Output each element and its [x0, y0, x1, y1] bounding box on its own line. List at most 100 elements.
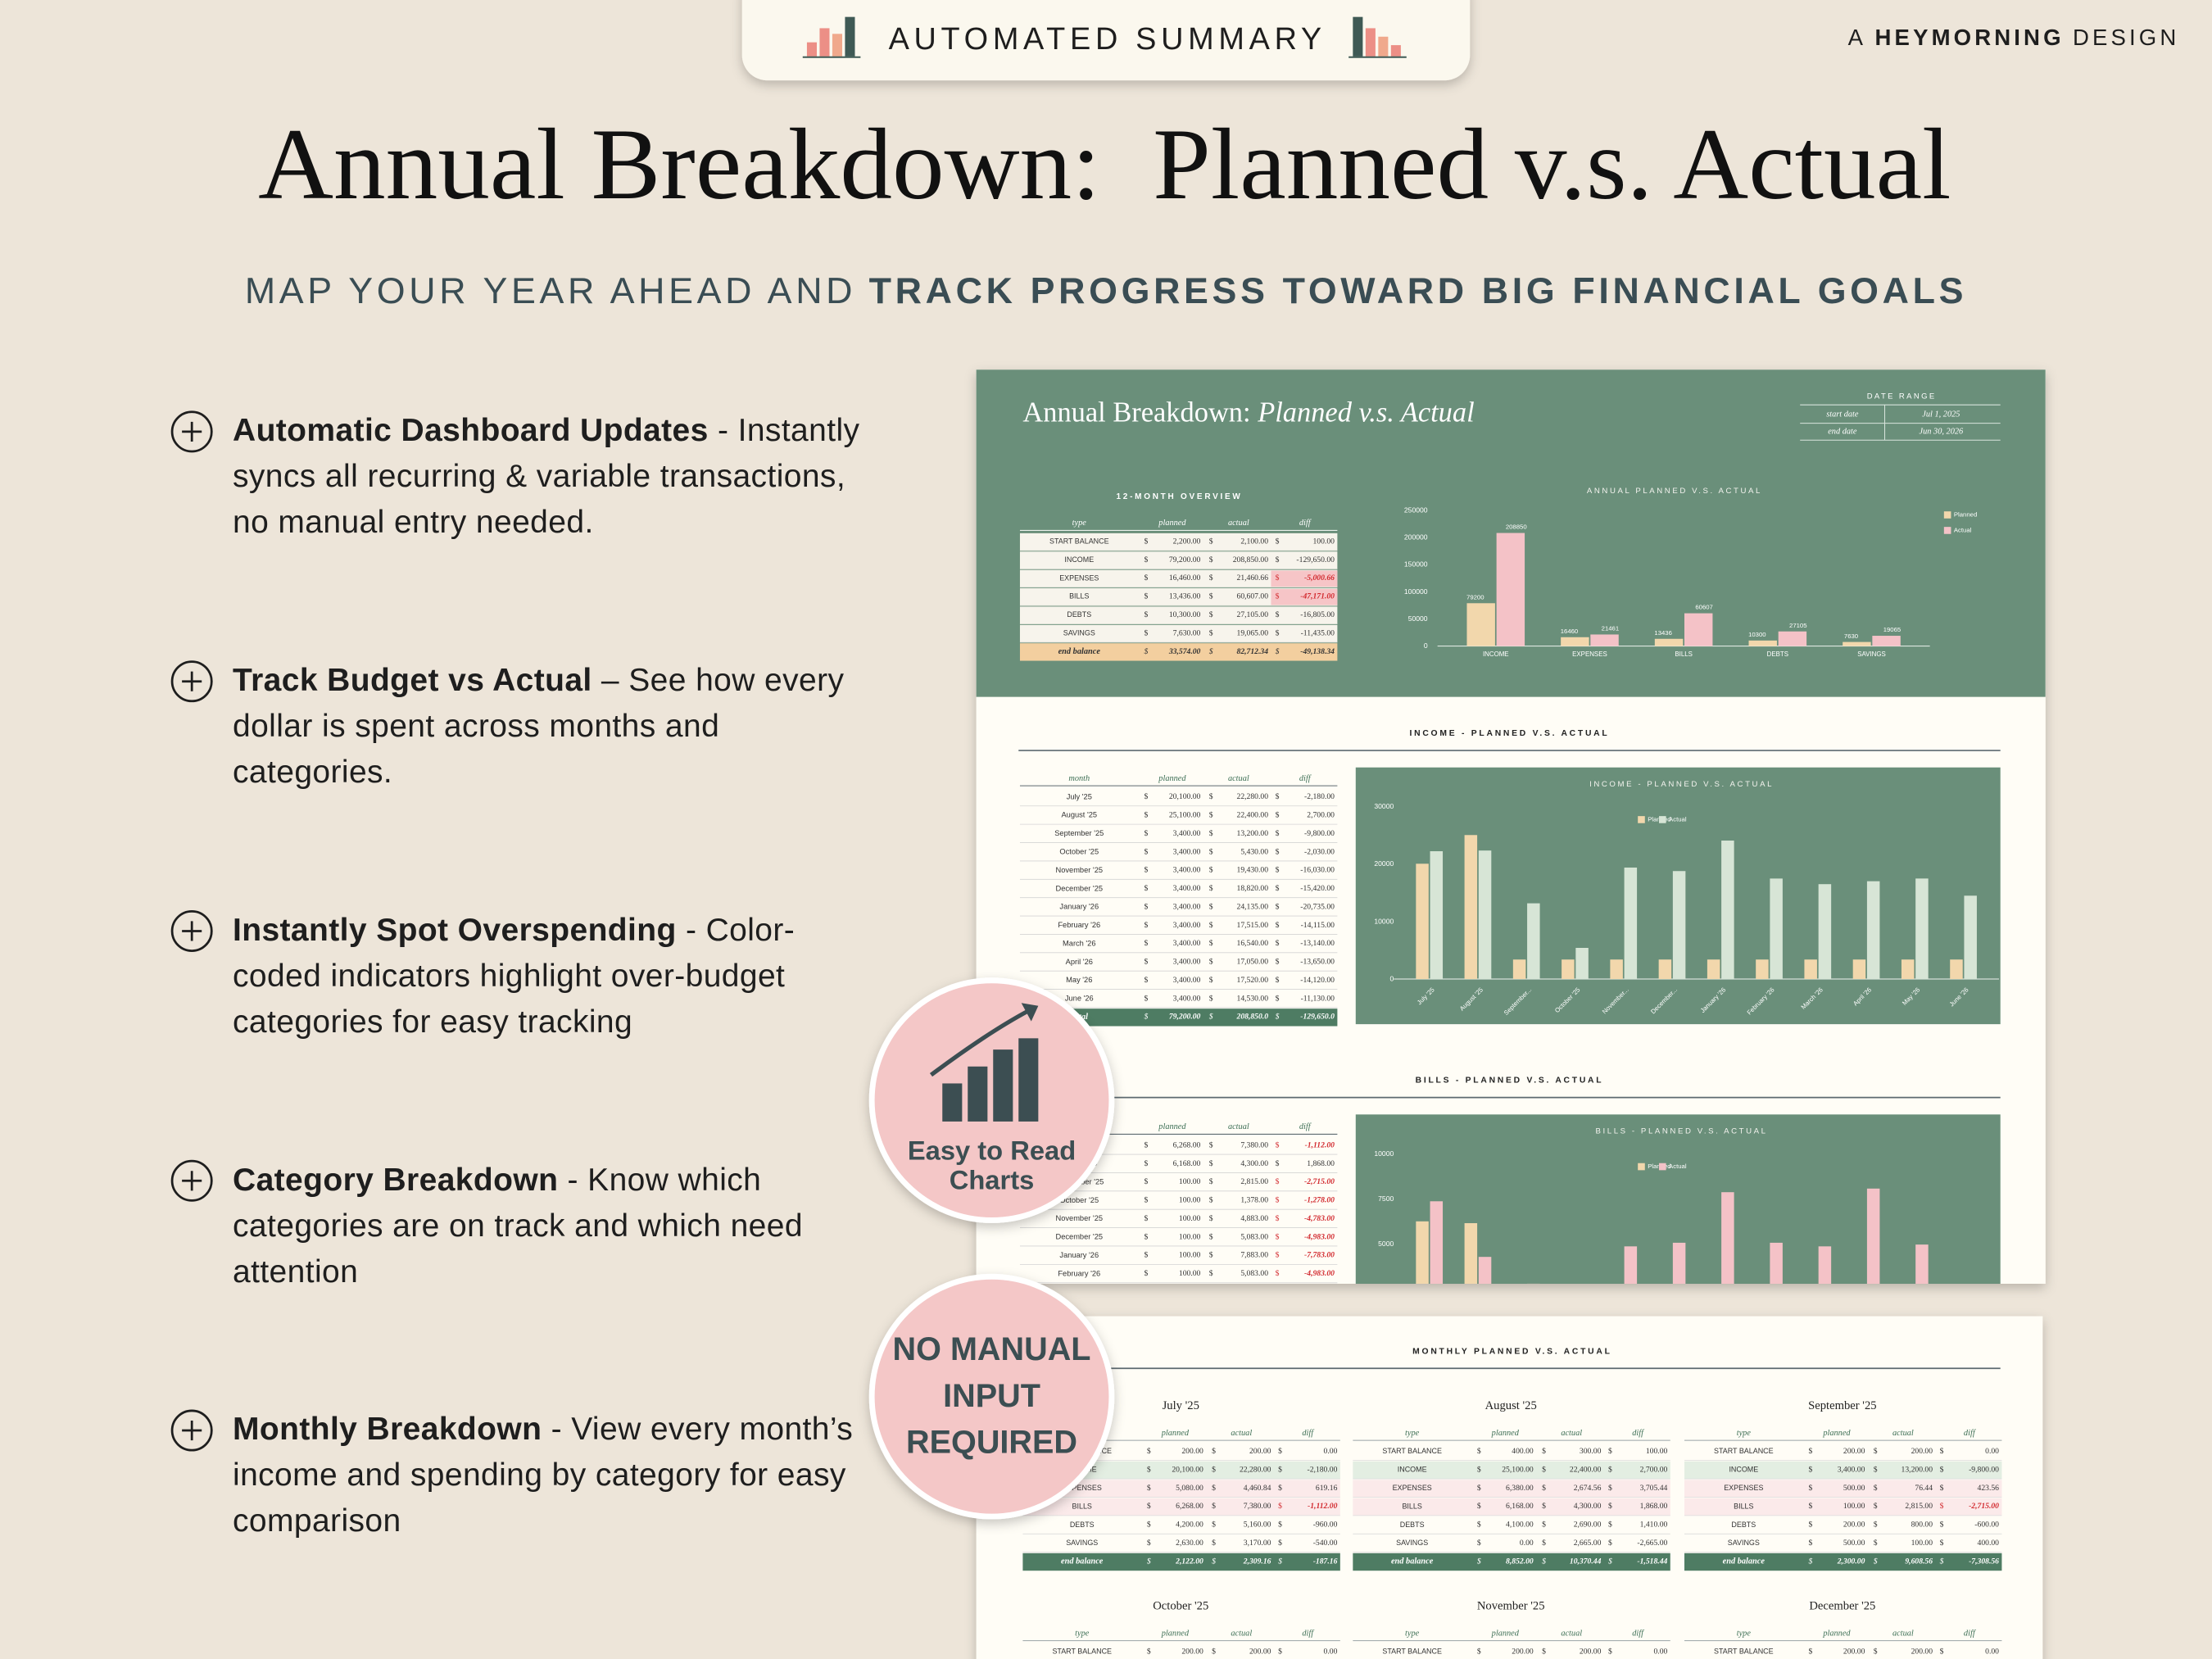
currency: $ [1276, 958, 1280, 967]
feature-text: - Instantly syncs all recurring & variab… [233, 413, 860, 540]
cell-value: 0.00 [1653, 1648, 1667, 1657]
value-label: 7630 [1844, 632, 1858, 640]
cell-value: -7,308.56 [1969, 1557, 1999, 1566]
cell-value: 0.00 [1324, 1447, 1338, 1456]
row-label: October '25 [1059, 1196, 1099, 1204]
currency: $ [1608, 1539, 1612, 1548]
feature: Monthly Breakdown - View every month’s i… [233, 1407, 880, 1544]
cell-value: 6,168.00 [1506, 1502, 1534, 1511]
currency: $ [1144, 647, 1148, 656]
currency: $ [1276, 628, 1280, 637]
table-row [1353, 1461, 1670, 1480]
cell-value: 2,815.00 [1905, 1502, 1933, 1511]
date-label: end date [1828, 427, 1857, 436]
currency: $ [1212, 1648, 1216, 1657]
month-title: August '25 [1485, 1399, 1537, 1412]
currency: $ [1278, 1447, 1282, 1456]
table-row [1353, 1534, 1670, 1552]
table-row [1353, 1480, 1670, 1498]
currency: $ [1874, 1521, 1878, 1530]
table-row [1684, 1498, 2002, 1516]
cell-value: -2,180.00 [1307, 1465, 1337, 1474]
cell-value: 3,400.00 [1173, 902, 1201, 911]
currency: $ [1212, 1447, 1216, 1456]
currency: $ [1940, 1447, 1944, 1456]
column-header: diff [1299, 1122, 1312, 1131]
currency: $ [1144, 610, 1148, 619]
cell-value: -7,783.00 [1304, 1251, 1335, 1260]
feature: Instantly Spot Overspending - Color-code… [233, 908, 880, 1045]
currency: $ [1874, 1557, 1878, 1566]
row-label: BILLS [1402, 1502, 1421, 1510]
currency: $ [1209, 976, 1213, 985]
cell-value: 4,200.00 [1176, 1521, 1203, 1530]
currency: $ [1278, 1648, 1282, 1657]
y-tick-label: 7500 [1378, 1194, 1394, 1203]
currency: $ [1212, 1484, 1216, 1493]
row-label: February '26 [1058, 921, 1100, 929]
currency: $ [1212, 1502, 1216, 1511]
currency: $ [1144, 555, 1148, 564]
y-tick-label: 200000 [1404, 533, 1428, 542]
row-label: EXPENSES [1393, 1484, 1432, 1492]
cell-value: 22,280.00 [1237, 792, 1269, 801]
currency: $ [1276, 1140, 1280, 1149]
currency: $ [1874, 1539, 1878, 1548]
column-header: planned [1158, 1122, 1186, 1131]
cell-value: 17,050.00 [1237, 958, 1269, 967]
currency: $ [1209, 1232, 1213, 1241]
column-header: planned [1491, 1429, 1520, 1438]
currency: $ [1209, 939, 1213, 948]
cell-value: 200.00 [1181, 1447, 1203, 1456]
table-row [1684, 1643, 2002, 1659]
cell-value: 200.00 [1249, 1648, 1271, 1657]
column-header: type [1737, 1629, 1752, 1638]
cell-value: 19,430.00 [1237, 866, 1269, 875]
column-header: diff [1964, 1629, 1977, 1638]
table-row [1022, 1643, 1340, 1659]
section-heading: MONTHLY PLANNED V.S. ACTUAL [1412, 1347, 1611, 1356]
cell-value: 2,300.00 [1837, 1557, 1865, 1566]
cell-value: -960.00 [1313, 1521, 1338, 1530]
currency: $ [1276, 1159, 1280, 1168]
plus-icon [170, 909, 213, 952]
main-title: Annual Breakdown: Planned v.s. Actual [258, 108, 1951, 220]
bar [1590, 634, 1619, 646]
currency: $ [1209, 1177, 1213, 1186]
row-label: March '26 [1063, 939, 1095, 947]
cell-value: -1,278.00 [1304, 1196, 1335, 1205]
cell-value: 1,378.00 [1240, 1196, 1268, 1205]
subtitle-bold: TRACK PROGRESS TOWARD BIG FINANCIAL GOAL… [869, 270, 1967, 311]
cell-value: 25,100.00 [1169, 810, 1201, 819]
currency: $ [1940, 1648, 1944, 1657]
bar [1575, 948, 1589, 980]
column-header: actual [1892, 1629, 1914, 1638]
currency: $ [1477, 1447, 1481, 1456]
currency: $ [1278, 1521, 1282, 1530]
brand-suffix: DESIGN [2073, 25, 2179, 50]
cell-value: 3,400.00 [1173, 958, 1201, 967]
cell-value: 2,690.00 [1574, 1521, 1602, 1530]
currency: $ [1276, 792, 1280, 801]
currency: $ [1276, 1232, 1280, 1241]
bar [1416, 863, 1429, 980]
cell-value: 7,380.00 [1240, 1140, 1268, 1149]
column-header: planned [1491, 1629, 1520, 1638]
feature-text: - Color-coded indicators highlight over-… [233, 913, 796, 1040]
currency: $ [1209, 1140, 1213, 1149]
currency: $ [1278, 1465, 1282, 1474]
alert-cell [1271, 588, 1338, 605]
column-header: actual [1228, 1122, 1249, 1131]
currency: $ [1144, 958, 1148, 967]
currency: $ [1477, 1502, 1481, 1511]
column-header: type [1075, 1629, 1090, 1638]
currency: $ [1276, 847, 1280, 856]
currency: $ [1940, 1502, 1944, 1511]
y-tick-label: 5000 [1378, 1240, 1394, 1248]
table-row [1019, 606, 1338, 624]
sheet-title-italic: Planned v.s. Actual [1257, 397, 1474, 428]
currency: $ [1477, 1648, 1481, 1657]
cell-value: 14,530.00 [1237, 994, 1269, 1003]
table-row [1019, 1265, 1338, 1283]
